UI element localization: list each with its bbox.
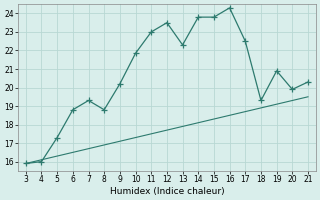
X-axis label: Humidex (Indice chaleur): Humidex (Indice chaleur) xyxy=(109,187,224,196)
